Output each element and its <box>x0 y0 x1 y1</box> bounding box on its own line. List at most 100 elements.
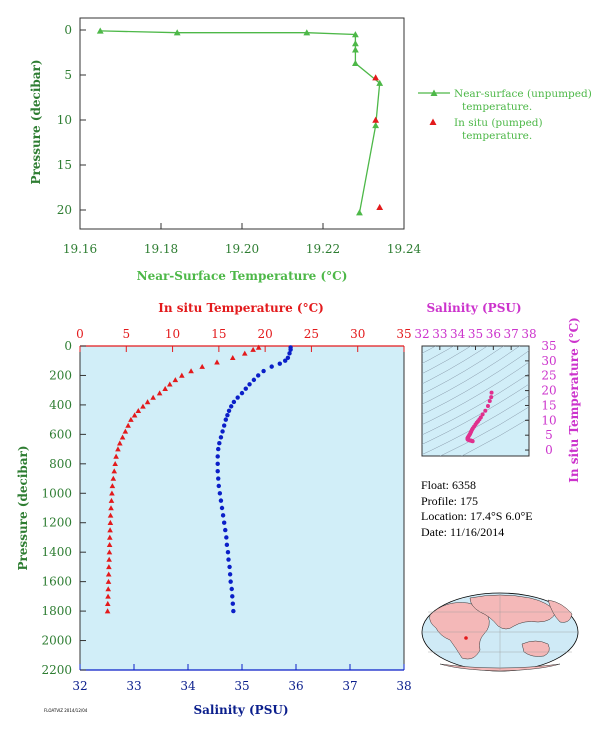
temperature-point <box>117 440 123 446</box>
profile-number: Profile: 175 <box>421 493 478 508</box>
temperature-point <box>105 571 112 577</box>
ts-x-tick-label: 35 <box>468 327 483 341</box>
temperature-point <box>241 350 248 356</box>
ts-point <box>483 408 488 413</box>
salinity-tick-label: 38 <box>396 679 411 693</box>
ts-x-tick-label: 32 <box>414 327 429 341</box>
ts-y-tick-label: 25 <box>541 369 556 383</box>
unpumped-temperature-point <box>376 79 384 86</box>
salinity-point <box>218 498 224 503</box>
temperature-point <box>110 475 117 481</box>
temperature-point <box>104 608 111 614</box>
profile-temperature-label: In situ Temperature (°C) <box>158 301 324 315</box>
temperature-tick-label: 30 <box>350 327 365 341</box>
temperature-point <box>107 512 114 518</box>
salinity-tick-label: 37 <box>342 679 357 693</box>
temperature-point <box>122 428 129 434</box>
salinity-point <box>218 435 224 440</box>
ts-x-tick-label: 33 <box>432 327 447 341</box>
map-landmass <box>439 663 561 672</box>
salinity-point <box>230 601 236 606</box>
legend-marker-unpumped <box>430 89 438 96</box>
salinity-point <box>261 368 266 374</box>
x-tick-label: 19.20 <box>225 242 259 256</box>
temperature-point <box>250 346 256 352</box>
pumped-temperature-point <box>372 74 380 81</box>
salinity-point <box>288 347 293 352</box>
float-info: Float: 6358 Profile: 175 Location: 17.4°… <box>421 478 533 540</box>
y-tick-label: 1400 <box>41 545 72 559</box>
world-map <box>421 592 579 672</box>
temperature-point <box>107 534 113 540</box>
temperature-tick-label: 25 <box>304 327 319 341</box>
ts-point <box>487 399 492 403</box>
salinity-point <box>269 364 274 369</box>
temperature-tick-label: 15 <box>211 327 226 341</box>
unpumped-temperature-point <box>352 46 359 53</box>
pumped-temperature-point <box>376 203 384 211</box>
float-location-marker <box>464 636 468 640</box>
salinity-point <box>229 586 234 592</box>
near-surface-x-axis: 19.16 19.18 19.20 19.22 19.24 <box>63 223 422 256</box>
salinity-point <box>230 594 235 599</box>
y-tick-label: 400 <box>49 398 72 412</box>
salinity-point <box>231 399 237 405</box>
salinity-point <box>226 557 231 562</box>
salinity-point <box>243 386 248 391</box>
legend-label-unpumped-1: Near-surface (unpumped) <box>454 88 592 100</box>
y-tick-label: 1600 <box>41 575 72 589</box>
temperature-point <box>199 363 205 369</box>
temperature-point <box>150 394 156 400</box>
y-tick-label: 800 <box>49 457 72 471</box>
unpumped-temperature-point <box>303 29 311 36</box>
temperature-tick-label: 35 <box>396 327 411 341</box>
x-tick-label: 19.22 <box>306 242 340 256</box>
y-tick-label: 1200 <box>41 516 72 530</box>
salinity-point <box>256 373 261 378</box>
salinity-point <box>224 535 229 540</box>
temperature-tick-label: 20 <box>258 327 273 341</box>
temperature-point <box>115 446 121 452</box>
temperature-point <box>108 505 114 511</box>
profile-date: Date: 11/16/2014 <box>421 524 505 539</box>
near-surface-legend: Near-surface (unpumped) temperature. In … <box>418 88 592 142</box>
salinity-point <box>231 608 236 614</box>
salinity-point <box>235 395 240 400</box>
ts-y-tick-label: 0 <box>545 443 553 457</box>
ts-x-tick-label: 38 <box>521 327 536 341</box>
salinity-point <box>220 513 226 518</box>
salinity-point <box>216 483 221 489</box>
x-tick-label: 19.16 <box>63 242 97 256</box>
map-landmass <box>547 599 573 623</box>
temperature-point <box>105 586 112 592</box>
salinity-tick-label: 34 <box>180 679 196 693</box>
temperature-point <box>104 600 111 606</box>
temperature-point <box>156 390 163 396</box>
temperature-point <box>188 368 194 374</box>
salinity-tick-label: 32 <box>72 679 87 693</box>
ts-point <box>470 439 475 444</box>
temperature-point <box>229 354 236 361</box>
temperature-point <box>106 564 112 570</box>
ts-x-tick-label: 34 <box>450 327 466 341</box>
temperature-point <box>128 416 134 422</box>
y-tick-label: 10 <box>57 113 72 127</box>
salinity-point <box>251 377 257 383</box>
density-contour <box>422 350 529 415</box>
salinity-point <box>229 404 234 409</box>
salinity-point <box>227 572 233 577</box>
y-tick-label: 0 <box>64 23 72 37</box>
temperature-point <box>131 412 138 418</box>
temperature-point <box>144 399 151 405</box>
salinity-point <box>239 390 245 396</box>
profile-data <box>104 344 293 614</box>
temperature-point <box>109 483 116 489</box>
temperature-point <box>214 359 220 365</box>
legend-label-pumped-2: temperature. <box>462 130 532 142</box>
temperature-tick-label: 5 <box>122 327 130 341</box>
x-tick-label: 19.18 <box>144 242 178 256</box>
salinity-point <box>247 382 252 387</box>
